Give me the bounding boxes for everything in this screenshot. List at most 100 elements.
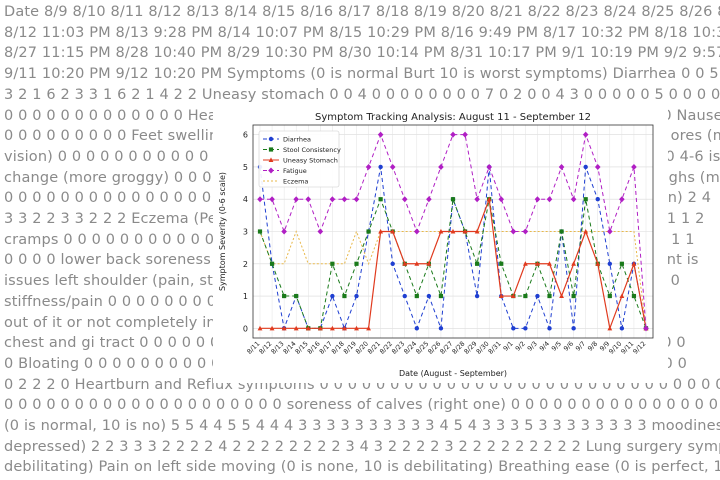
x-tick-label: 9/1 (502, 340, 515, 353)
data-point-fatigue (281, 228, 287, 235)
data-point-stool-consistency (354, 261, 359, 266)
data-point-stool-consistency (571, 293, 576, 299)
data-point-fatigue (329, 196, 336, 203)
series-line-stool-consistency (259, 197, 647, 329)
data-point-fatigue (486, 163, 492, 170)
data-point-uneasy-stomach (510, 293, 516, 299)
data-point-diarrhea (378, 164, 383, 170)
data-point-fatigue (450, 131, 456, 138)
data-point-fatigue (401, 196, 408, 203)
x-tick-label: 8/31 (487, 340, 503, 356)
data-point-stool-consistency (619, 261, 624, 266)
data-point-fatigue (305, 196, 312, 203)
data-point-uneasy-stomach (547, 261, 552, 266)
data-point-diarrhea (523, 326, 528, 331)
data-point-fatigue (594, 163, 601, 170)
data-point-fatigue (426, 196, 432, 203)
x-tick-label: 9/3 (526, 340, 539, 353)
legend-marker (268, 136, 274, 142)
y-tick-label: 2 (243, 260, 248, 269)
data-point-stool-consistency (475, 261, 480, 266)
data-point-fatigue (582, 131, 589, 138)
data-point-fatigue (414, 228, 420, 235)
x-tick-label: 9/4 (538, 340, 551, 353)
data-point-fatigue (389, 163, 396, 170)
data-point-diarrhea (354, 293, 359, 299)
background-text-line: 8/27 11:15 PM 8/28 10:40 PM 8/29 10:30 P… (4, 45, 720, 62)
data-point-fatigue (365, 163, 372, 170)
data-point-uneasy-stomach (619, 293, 625, 299)
background-text-line: 3 2 1 6 2 3 3 1 6 2 1 4 2 2 Uneasy stoma… (4, 86, 720, 103)
data-point-uneasy-stomach (571, 261, 577, 266)
legend-box (258, 130, 340, 188)
data-point-stool-consistency (631, 293, 637, 299)
background-text-line: (0 is normal, 10 is no) 5 5 4 4 5 5 4 4 … (4, 418, 720, 434)
x-tick-label: 9/6 (562, 340, 575, 353)
legend-marker (268, 147, 274, 152)
data-point-stool-consistency (257, 229, 263, 234)
data-point-fatigue (522, 228, 529, 235)
data-point-diarrhea (571, 326, 576, 331)
y-tick-label: 6 (243, 131, 248, 140)
data-point-fatigue (438, 163, 444, 170)
data-point-fatigue (474, 196, 480, 203)
data-point-uneasy-stomach (329, 325, 335, 331)
chart-canvas: Symptom Tracking Analysis: August 11 - S… (218, 112, 654, 378)
data-point-uneasy-stomach (390, 228, 396, 234)
data-point-fatigue (353, 196, 360, 203)
plot-frame (252, 124, 654, 339)
data-point-fatigue (462, 131, 468, 138)
data-point-fatigue (510, 228, 517, 235)
data-point-fatigue (631, 163, 637, 170)
data-point-diarrhea (619, 326, 625, 331)
background-text-line: Date 8/9 8/10 8/11 8/12 8/13 8/14 8/15 8… (4, 4, 720, 20)
data-point-fatigue (269, 196, 275, 203)
data-point-uneasy-stomach (498, 293, 504, 299)
data-point-diarrhea (474, 293, 480, 299)
data-point-stool-consistency (450, 197, 456, 202)
legend-label: Uneasy Stomach (283, 157, 338, 165)
data-point-stool-consistency (547, 293, 552, 299)
data-point-stool-consistency (269, 261, 275, 266)
data-point-stool-consistency (294, 293, 299, 299)
series-line-eczema (259, 230, 647, 329)
data-point-diarrhea (535, 293, 540, 299)
data-point-fatigue (293, 196, 299, 203)
data-point-fatigue (317, 228, 324, 235)
data-point-uneasy-stomach (342, 325, 347, 331)
data-point-uneasy-stomach (281, 325, 287, 331)
data-point-uneasy-stomach (366, 325, 371, 331)
data-point-diarrhea (511, 326, 516, 331)
data-point-uneasy-stomach (293, 325, 299, 331)
x-tick-label: 9/12 (631, 340, 647, 356)
data-point-uneasy-stomach (462, 228, 468, 234)
background-text-line: debilitating) Pain on left side moving (… (4, 459, 720, 476)
y-tick-label: 3 (243, 228, 248, 237)
data-point-diarrhea (595, 197, 600, 202)
data-point-fatigue (257, 196, 263, 203)
data-point-uneasy-stomach (486, 196, 492, 202)
x-tick-label: 9/2 (514, 340, 527, 353)
data-point-fatigue (498, 196, 505, 203)
data-point-uneasy-stomach (257, 325, 263, 331)
data-point-uneasy-stomach (450, 228, 456, 234)
background-text-line: 8/12 11:03 PM 8/13 9:28 PM 8/14 10:07 PM… (4, 24, 720, 41)
data-point-stool-consistency (330, 261, 335, 266)
legend-marker (268, 167, 274, 174)
background-text-line: depressed) 2 2 3 3 3 2 2 2 2 4 2 2 2 2 2… (4, 438, 720, 455)
legend-label: Fatigue (283, 167, 307, 175)
data-point-uneasy-stomach (522, 261, 528, 266)
data-point-stool-consistency (366, 229, 371, 234)
data-point-uneasy-stomach (269, 325, 275, 331)
data-point-diarrhea (607, 261, 613, 266)
data-point-diarrhea (438, 326, 444, 331)
legend-label: Diarrhea (283, 136, 311, 144)
data-point-uneasy-stomach (317, 325, 323, 331)
y-tick-label: 5 (243, 163, 248, 172)
data-point-uneasy-stomach (438, 228, 444, 234)
x-tick-label: 9/8 (586, 340, 599, 353)
x-axis-label: Date (August - September) (399, 369, 507, 378)
data-point-fatigue (341, 196, 348, 203)
data-point-diarrhea (402, 293, 407, 299)
x-tick-label: 9/5 (550, 340, 563, 353)
